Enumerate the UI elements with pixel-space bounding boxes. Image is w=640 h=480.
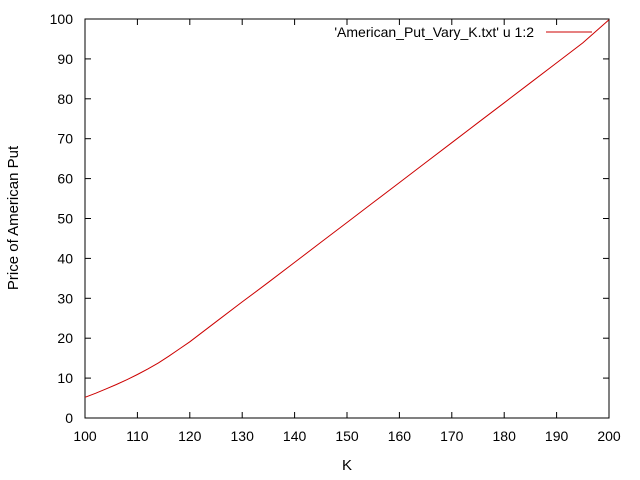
y-tick-label: 10 [57, 370, 73, 386]
y-tick-label: 70 [57, 131, 73, 147]
x-tick-label: 160 [388, 428, 412, 444]
x-tick-label: 130 [231, 428, 255, 444]
x-tick-label: 170 [440, 428, 464, 444]
y-tick-label: 20 [57, 330, 73, 346]
x-tick-label: 150 [335, 428, 359, 444]
y-tick-label: 30 [57, 290, 73, 306]
x-axis-label: K [342, 457, 352, 474]
y-tick-label: 50 [57, 211, 73, 227]
x-tick-label: 100 [73, 428, 97, 444]
x-tick-label: 190 [545, 428, 569, 444]
series-line [84, 19, 610, 398]
x-tick-label: 180 [493, 428, 517, 444]
series-lines [84, 19, 610, 398]
x-tick-label: 140 [283, 428, 307, 444]
legend-entry-label: 'American_Put_Vary_K.txt' u 1:2 [334, 24, 534, 40]
x-tick-label: 120 [178, 428, 202, 444]
x-axis-ticks: 100 110 120 130 140 150 160 170 180 190 200 [73, 19, 621, 444]
y-tick-label: 100 [50, 11, 74, 27]
x-tick-label: 200 [597, 428, 621, 444]
y-tick-label: 40 [57, 250, 73, 266]
y-tick-label: 0 [65, 410, 73, 426]
x-tick-label: 110 [126, 428, 149, 444]
y-axis-ticks: 0 10 20 30 40 50 60 70 80 90 100 [50, 11, 609, 426]
plot-frame [84, 18, 610, 419]
y-axis-label: Price of American Put [5, 145, 22, 290]
y-tick-label: 90 [57, 51, 73, 67]
legend: 'American_Put_Vary_K.txt' u 1:2 [334, 24, 592, 40]
y-tick-label: 80 [57, 91, 73, 107]
y-tick-label: 60 [57, 171, 73, 187]
